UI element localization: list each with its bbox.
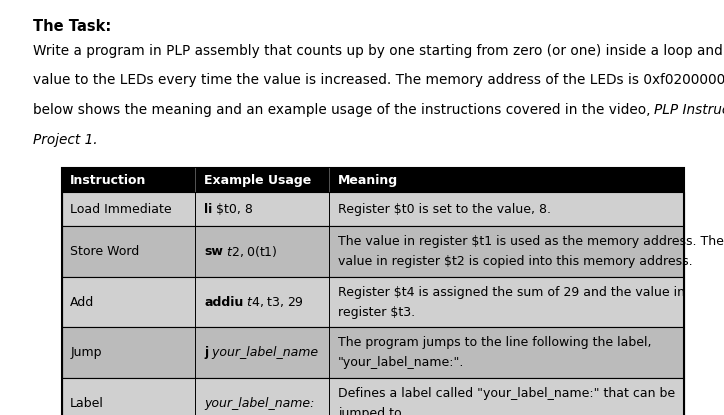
Text: j: j <box>204 346 209 359</box>
Text: Instruction: Instruction <box>70 173 146 187</box>
Bar <box>62 226 684 277</box>
Text: value in register $t2 is copied into this memory address.: value in register $t2 is copied into thi… <box>338 255 693 268</box>
Text: below shows the meaning and an example usage of the instructions covered in the : below shows the meaning and an example u… <box>33 103 654 117</box>
Text: The value in register $t1 is used as the memory address. The: The value in register $t1 is used as the… <box>338 235 724 248</box>
Text: "your_label_name:".: "your_label_name:". <box>338 356 465 369</box>
Text: $t4, $t3, 29: $t4, $t3, 29 <box>243 295 304 309</box>
Text: your_label_name:: your_label_name: <box>204 397 314 410</box>
Bar <box>62 168 684 192</box>
Bar <box>62 168 684 415</box>
Text: Label: Label <box>70 397 104 410</box>
Text: Store Word: Store Word <box>70 245 140 258</box>
Text: Write a program in PLP assembly that counts up by one starting from zero (or one: Write a program in PLP assembly that cou… <box>33 44 724 58</box>
Text: The Task:: The Task: <box>33 19 111 34</box>
Text: $t2, 0($t1): $t2, 0($t1) <box>223 244 278 259</box>
Text: Load Immediate: Load Immediate <box>70 203 172 216</box>
Text: Jump: Jump <box>70 346 102 359</box>
Text: $t0, 8: $t0, 8 <box>212 203 253 216</box>
Text: li: li <box>204 203 212 216</box>
Text: your_label_name: your_label_name <box>209 346 319 359</box>
Text: Defines a label called "your_label_name:" that can be: Defines a label called "your_label_name:… <box>338 387 675 400</box>
Text: value to the LEDs every time the value is increased. The memory address of the L: value to the LEDs every time the value i… <box>33 73 724 88</box>
Text: Meaning: Meaning <box>338 173 398 187</box>
Text: jumped to.: jumped to. <box>338 407 405 415</box>
Text: Example Usage: Example Usage <box>204 173 311 187</box>
Text: register $t3.: register $t3. <box>338 305 416 319</box>
Text: The program jumps to the line following the label,: The program jumps to the line following … <box>338 336 652 349</box>
Text: Register $t0 is set to the value, 8.: Register $t0 is set to the value, 8. <box>338 203 551 216</box>
Bar <box>62 277 684 327</box>
Bar <box>62 378 684 415</box>
Text: sw: sw <box>204 245 223 258</box>
Bar <box>62 327 684 378</box>
Text: Add: Add <box>70 295 94 309</box>
Text: PLP Instructions for: PLP Instructions for <box>654 103 724 117</box>
Text: Project 1.: Project 1. <box>33 133 97 147</box>
Text: addiu: addiu <box>204 295 243 309</box>
Text: Register $t4 is assigned the sum of 29 and the value in: Register $t4 is assigned the sum of 29 a… <box>338 286 685 299</box>
Bar <box>62 192 684 226</box>
